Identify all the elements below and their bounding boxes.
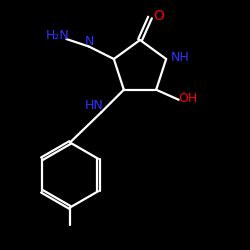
Text: OH: OH (178, 92, 198, 106)
Text: H₂N: H₂N (46, 29, 70, 42)
Text: N: N (85, 34, 94, 48)
Text: HN: HN (84, 100, 103, 112)
Text: NH: NH (170, 51, 189, 64)
Text: O: O (153, 9, 164, 23)
